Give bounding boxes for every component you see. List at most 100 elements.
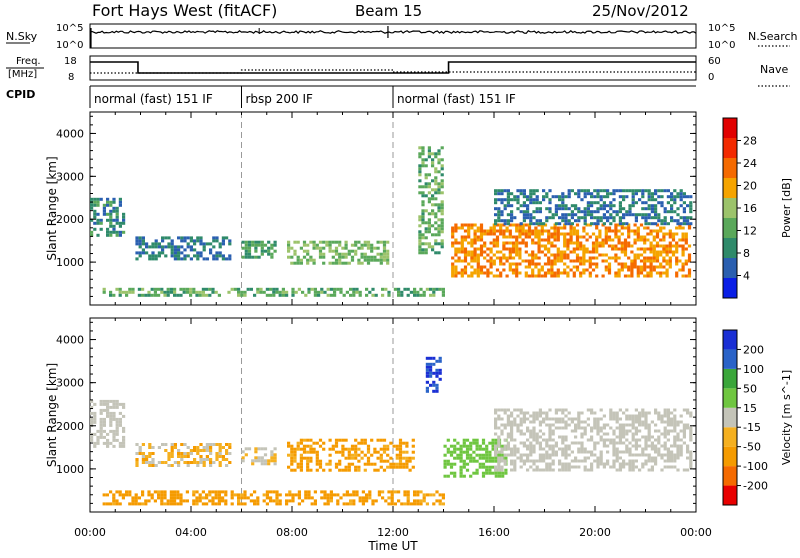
scatter-cell xyxy=(434,197,438,201)
scatter-cell xyxy=(537,238,541,242)
scatter-cell xyxy=(109,417,113,421)
scatter-cell xyxy=(666,429,670,433)
scatter-cell xyxy=(425,356,429,360)
scatter-cell xyxy=(267,462,271,466)
scatter-cell xyxy=(246,496,250,500)
scatter-cell xyxy=(176,496,180,500)
scatter-cell xyxy=(497,408,501,412)
scatter-cell xyxy=(398,450,403,454)
scatter-cell xyxy=(633,232,637,236)
scatter-cell xyxy=(617,241,621,245)
colorbar-title: Power [dB] xyxy=(780,178,793,238)
scatter-cell xyxy=(615,210,619,214)
scatter-cell xyxy=(654,192,658,196)
scatter-cell xyxy=(425,386,429,390)
scatter-cell xyxy=(199,458,203,461)
scatter-cell xyxy=(561,435,565,439)
scatter-cell xyxy=(547,256,551,260)
scatter-cell xyxy=(638,468,642,472)
scatter-cell xyxy=(192,490,196,494)
scatter-cell xyxy=(247,447,252,451)
scatter-cell xyxy=(652,238,656,242)
scatter-cell xyxy=(580,459,584,463)
scatter-cell xyxy=(309,444,313,448)
scatter-cell xyxy=(572,232,576,236)
scatter-cell xyxy=(290,459,294,463)
scatter-cell xyxy=(180,245,184,249)
scatter-cell xyxy=(209,446,213,449)
scatter-cell xyxy=(189,452,193,455)
scatter-cell xyxy=(593,447,597,451)
scatter-cell xyxy=(636,274,640,278)
scatter-cell xyxy=(682,201,686,205)
scatter-cell xyxy=(329,496,333,500)
scatter-cell xyxy=(379,447,383,451)
scatter-cell xyxy=(569,235,573,239)
scatter-cell xyxy=(102,417,106,421)
scatter-region xyxy=(241,447,277,466)
noise-panel xyxy=(89,23,697,49)
scatter-cell xyxy=(599,207,603,211)
scatter-cell xyxy=(580,426,584,430)
scatter-cell xyxy=(475,441,479,445)
scatter-cell xyxy=(419,490,423,494)
scatter-cell xyxy=(435,374,439,378)
scatter-cell xyxy=(673,198,677,202)
colorbar-tick-label: -200 xyxy=(743,480,768,493)
scatter-cell xyxy=(524,241,528,245)
scatter-cell xyxy=(593,222,597,226)
scatter-cell xyxy=(460,274,464,278)
scatter-cell xyxy=(431,245,435,249)
scatter-cell xyxy=(575,232,580,236)
scatter-cell xyxy=(526,216,530,220)
scatter-cell xyxy=(618,195,622,199)
scatter-cell xyxy=(617,256,621,260)
scatter-cell xyxy=(657,417,661,421)
scatter-cell xyxy=(460,223,464,227)
scatter-cell xyxy=(638,213,642,217)
scatter-cell xyxy=(689,435,693,439)
scatter-cell xyxy=(673,459,677,463)
scatter-cell xyxy=(431,194,435,198)
scatter-cell xyxy=(662,250,666,254)
scatter-cell xyxy=(325,240,329,244)
scatter-cell xyxy=(511,256,516,260)
scatter-cell xyxy=(522,192,526,196)
scatter-cell xyxy=(575,253,580,257)
scatter-cell xyxy=(556,259,560,263)
scatter-cell xyxy=(492,241,496,245)
scatter-cell xyxy=(649,232,653,236)
scatter-cell xyxy=(393,502,397,506)
scatter-cell xyxy=(475,468,479,472)
scatter-cell xyxy=(382,468,387,472)
scatter-cell xyxy=(686,195,690,199)
scatter-cell xyxy=(622,462,626,466)
scatter-cell xyxy=(647,453,651,457)
scatter-cell xyxy=(553,226,557,230)
scatter-cell xyxy=(96,200,100,204)
scatter-cell xyxy=(673,465,677,469)
scatter-cell xyxy=(646,259,650,263)
scatter-cell xyxy=(344,261,348,265)
colorbar-swatch xyxy=(723,349,737,369)
scatter-cell xyxy=(689,453,693,457)
scatter-cell xyxy=(535,414,539,418)
scatter-cell xyxy=(622,198,626,202)
scatter-cell xyxy=(212,443,216,446)
scatter-cell xyxy=(160,496,164,500)
scatter-cell xyxy=(463,250,468,254)
scatter-cell xyxy=(349,502,353,506)
scatter-cell xyxy=(347,249,351,253)
scatter-cell xyxy=(494,447,498,451)
scatter-cell xyxy=(488,468,492,472)
scatter-cell xyxy=(687,274,692,278)
scatter-cell xyxy=(350,258,355,262)
scatter-cell xyxy=(322,252,326,256)
scatter-cell xyxy=(199,461,203,464)
scatter-cell xyxy=(109,209,113,213)
scatter-cell xyxy=(427,224,431,228)
scatter-cell xyxy=(515,250,519,254)
scatter-cell xyxy=(583,420,587,424)
scatter-cell xyxy=(390,493,394,497)
